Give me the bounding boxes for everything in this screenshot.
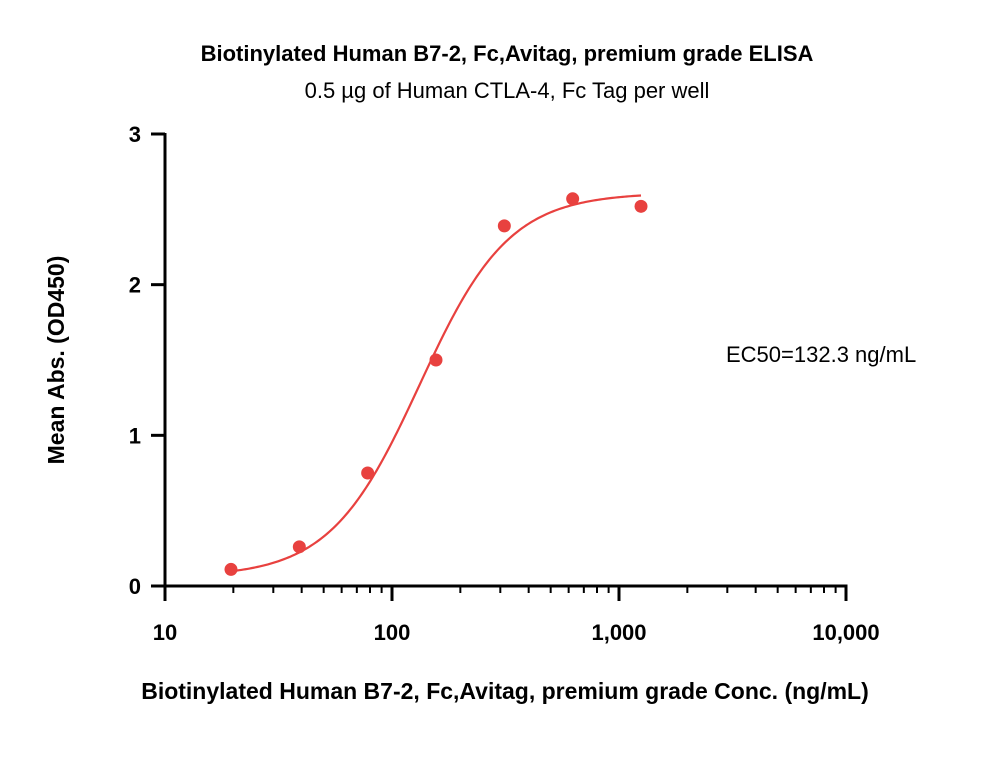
- y-tick-label: 1: [129, 423, 141, 448]
- data-point: [634, 199, 648, 213]
- data-point: [224, 562, 238, 576]
- x-ticks: 10 100 1,000 10,000: [153, 586, 880, 645]
- y-tick-label: 2: [129, 273, 141, 298]
- data-point: [361, 466, 375, 480]
- axes: 0 1 2 3 10 100 1,000 10,000: [129, 122, 880, 645]
- fit-curve-layer: [230, 194, 642, 573]
- y-tick-label: 3: [129, 122, 141, 147]
- data-point: [429, 353, 443, 367]
- chart-title: Biotinylated Human B7-2, Fc,Avitag, prem…: [201, 41, 814, 66]
- data-point: [497, 219, 511, 233]
- x-tick-label: 10: [153, 620, 177, 645]
- y-tick-label: 0: [129, 574, 141, 599]
- fit-curve: [230, 194, 642, 573]
- x-axis-title: Biotinylated Human B7-2, Fc,Avitag, prem…: [141, 678, 869, 704]
- chart-subtitle: 0.5 µg of Human CTLA-4, Fc Tag per well: [305, 78, 710, 103]
- x-tick-label: 10,000: [812, 620, 879, 645]
- y-axis-title: Mean Abs. (OD450): [43, 256, 69, 465]
- x-tick-label: 100: [374, 620, 411, 645]
- x-tick-label: 1,000: [591, 620, 646, 645]
- data-point: [292, 540, 306, 554]
- data-points-layer: [224, 192, 648, 576]
- ec50-annotation: EC50=132.3 ng/mL: [726, 342, 916, 367]
- y-ticks: 0 1 2 3: [129, 122, 165, 599]
- data-point: [566, 192, 580, 206]
